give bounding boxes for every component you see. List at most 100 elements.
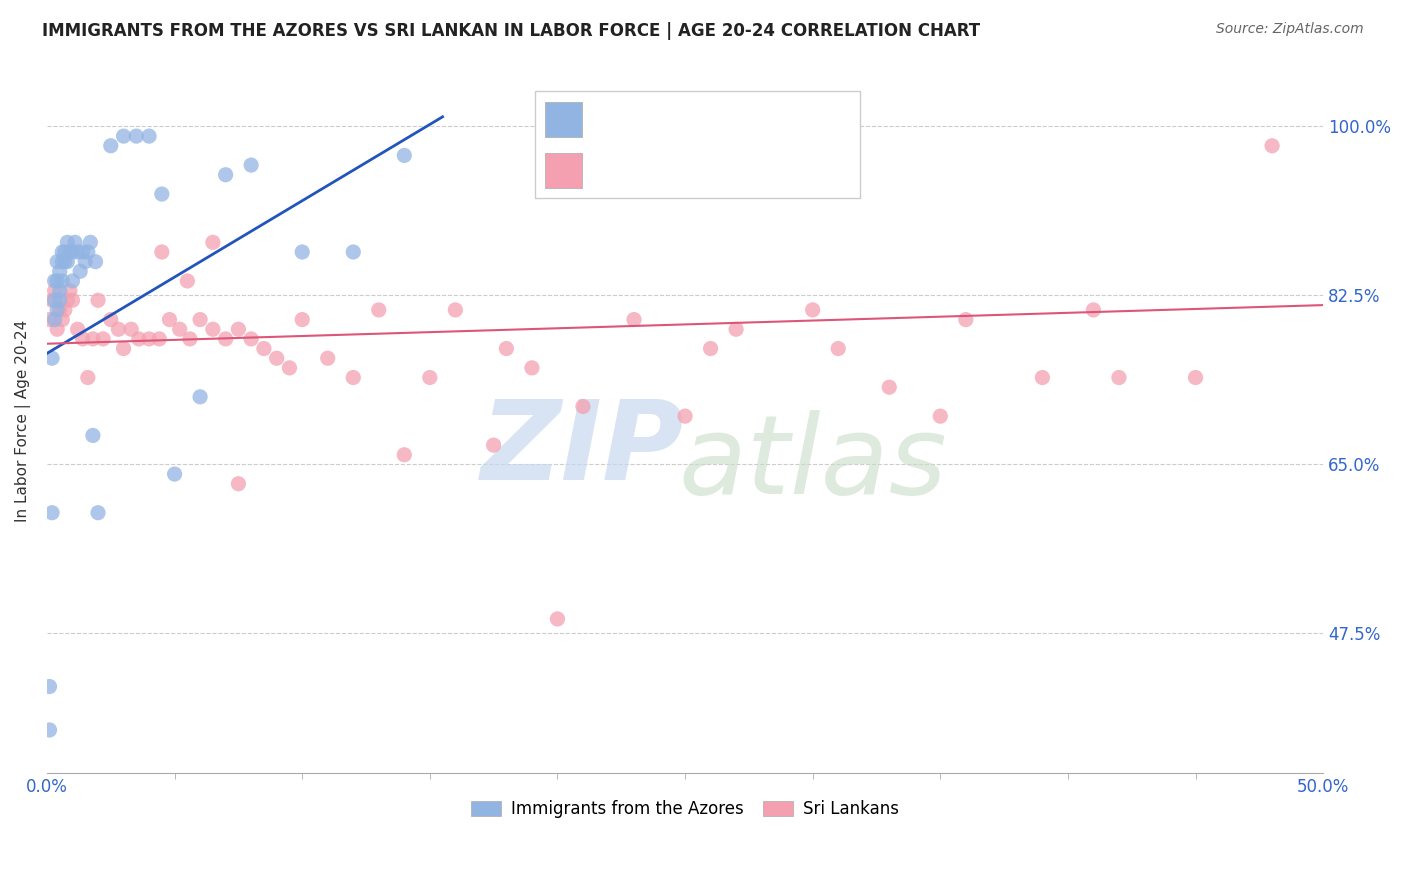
Point [56,254,79,268]
Point [41,506,63,520]
Point [44,274,66,288]
Point [955,312,977,326]
Point [253,342,276,356]
Point [51,254,73,268]
Point [163,467,186,481]
Point [66,322,89,336]
Point [100,312,122,326]
Point [342,370,364,384]
Point [112,129,135,144]
Point [87,506,110,520]
Point [84,254,107,268]
Point [278,360,301,375]
Point [159,312,181,326]
Text: atlas: atlas [678,409,948,516]
Point [1031,370,1053,384]
Point [44,312,66,326]
Point [188,312,211,326]
Point [1261,138,1284,153]
Point [128,332,150,346]
Point [827,342,849,356]
Point [572,400,595,414]
Point [546,612,568,626]
Point [188,390,211,404]
Point [41,293,63,308]
Point [56,235,79,250]
Point [38,723,60,737]
Point [100,138,122,153]
Point [59,284,82,298]
Point [394,148,416,162]
Point [444,302,467,317]
Point [725,322,748,336]
Legend: Immigrants from the Azores, Sri Lankans: Immigrants from the Azores, Sri Lankans [464,794,905,825]
Point [46,322,69,336]
Point [75,254,97,268]
Point [342,245,364,260]
Point [266,351,288,366]
Point [59,245,82,260]
Point [107,322,129,336]
Point [44,284,66,298]
Text: ZIP: ZIP [481,396,685,503]
Point [179,332,201,346]
Point [76,245,98,260]
Point [62,245,84,260]
Point [214,332,236,346]
Point [72,332,94,346]
Point [112,342,135,356]
Point [228,476,250,491]
Point [69,264,91,278]
Point [291,245,314,260]
Point [673,409,696,424]
Point [48,302,70,317]
Point [87,293,110,308]
Point [79,235,101,250]
Point [72,245,94,260]
Point [1184,370,1206,384]
Point [367,302,389,317]
Point [46,302,69,317]
Point [877,380,900,394]
Point [38,680,60,694]
Point [623,312,645,326]
Point [82,332,104,346]
Text: IMMIGRANTS FROM THE AZORES VS SRI LANKAN IN LABOR FORCE | AGE 20-24 CORRELATION : IMMIGRANTS FROM THE AZORES VS SRI LANKAN… [42,22,980,40]
Point [201,235,224,250]
Point [62,274,84,288]
Point [82,428,104,442]
Point [699,342,721,356]
Point [148,332,170,346]
Point [138,332,160,346]
Point [1108,370,1130,384]
Point [240,158,263,172]
Text: Source: ZipAtlas.com: Source: ZipAtlas.com [1216,22,1364,37]
Point [66,245,89,260]
Point [316,351,339,366]
Point [138,129,160,144]
Point [176,274,198,288]
Point [201,322,224,336]
Point [63,235,86,250]
Point [53,254,76,268]
Point [53,245,76,260]
Point [44,293,66,308]
Point [240,332,263,346]
Point [46,254,69,268]
Point [41,351,63,366]
Point [150,187,173,202]
Point [125,129,148,144]
Point [169,322,191,336]
Point [51,312,73,326]
Point [394,448,416,462]
Point [419,370,441,384]
Point [76,370,98,384]
Point [120,322,142,336]
Point [482,438,505,452]
Point [1083,302,1105,317]
Point [214,168,236,182]
Point [38,312,60,326]
Point [51,274,73,288]
Point [48,293,70,308]
Point [56,293,79,308]
